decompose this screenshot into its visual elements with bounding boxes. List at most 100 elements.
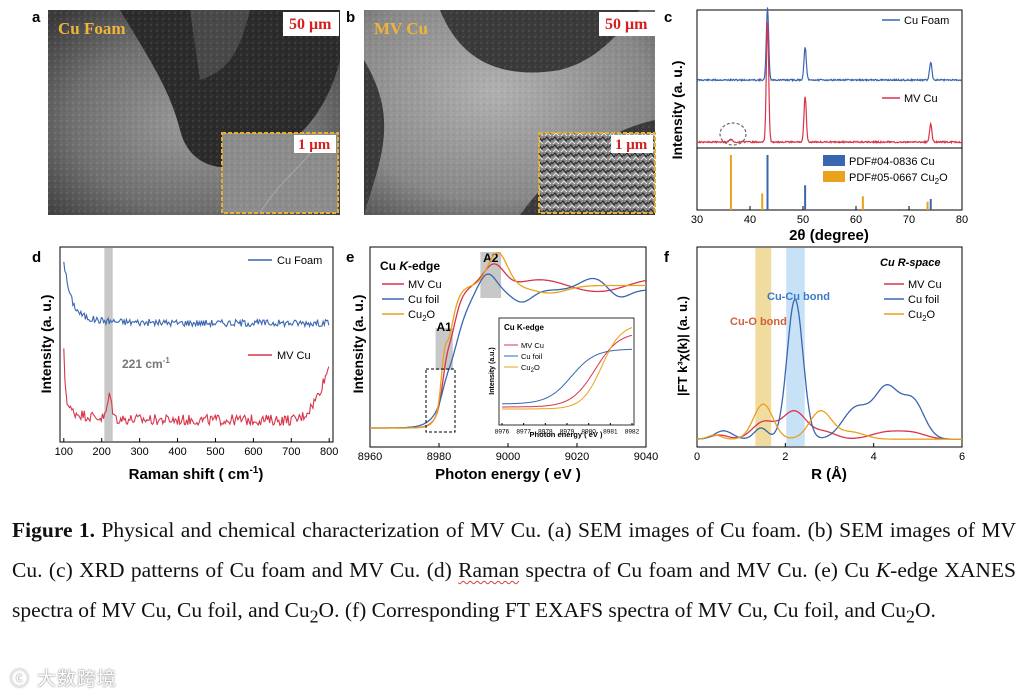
inset-line-cu2o <box>502 327 633 410</box>
legend-label-ref-cu2o: PDF#05-0667 Cu2O <box>849 172 948 186</box>
caption-raman: Raman <box>458 558 520 582</box>
xaxis-d-tick-label: 100 <box>55 446 73 458</box>
exafs-line-cu-foil <box>697 298 962 440</box>
panel-letter-a: a <box>32 9 41 26</box>
xaxis-c-tick-label: 70 <box>903 214 915 226</box>
inset-xaxis-tick-label: 8978 <box>538 429 553 436</box>
caption-sub-2: 2 <box>906 606 915 627</box>
xaxis-c-tick-label: 60 <box>850 214 862 226</box>
xaxis-c-tick-label: 50 <box>797 214 809 226</box>
sem-label-a: Cu Foam <box>58 19 126 38</box>
title-e: Cu K-edge <box>380 259 440 273</box>
figure-caption: Figure 1. Physical and chemical characte… <box>12 510 1016 636</box>
xlabel-e: Photon energy ( eV ) <box>435 466 581 483</box>
ylabel-d: Intensity (a. u.) <box>38 295 54 394</box>
inset-xaxis-tick-label: 8977 <box>516 429 531 436</box>
exafs-curves <box>696 298 962 440</box>
watermark: ⓒ 大数跨境 <box>10 668 118 690</box>
inset-line-cu-foil <box>502 348 633 405</box>
inset-ylabel-e: Intensity (a.u.) <box>489 347 496 394</box>
panel-letter-c: c <box>664 9 672 26</box>
xrd-curves <box>696 7 963 145</box>
legend-label-f-mv-cu: MV Cu <box>908 279 942 291</box>
legend-swatch-ref-cu <box>823 155 845 166</box>
scalebar-a: 50 μm <box>289 16 332 33</box>
legend-label-mv-cu: MV Cu <box>904 93 938 105</box>
xaxis-d-tick-label: 400 <box>168 446 186 458</box>
xaxis-d-tick-label: 700 <box>282 446 300 458</box>
legend-swatch-ref-cu2o <box>823 171 845 182</box>
x-ticks-c: 30 40 50 60 70 80 <box>691 206 968 226</box>
xaxis-c-tick-label: 80 <box>956 214 968 226</box>
xrd-line-cu-foam <box>696 7 963 83</box>
title-f: Cu R-space <box>880 257 941 269</box>
x-ticks-d: 100 200 300 400 500 600 700 800 <box>55 438 338 458</box>
caption-sub-1: 2 <box>309 606 319 627</box>
inset-ticks: 8976 8977 8978 8979 8980 8981 8982 <box>495 423 640 436</box>
legend-label-e-mv-cu: MV Cu <box>408 279 442 291</box>
xaxis-f-tick-label: 4 <box>871 451 877 463</box>
x-ticks-f: 0 2 4 6 <box>694 443 965 463</box>
inset-legend-mv: MV Cu <box>521 341 544 350</box>
xaxis-d-tick-label: 200 <box>93 446 111 458</box>
legend-label-f-cu2o: Cu2O <box>908 309 936 323</box>
xaxis-e-tick-label: 9000 <box>496 451 520 463</box>
legend-label-cu-foam: Cu Foam <box>904 15 949 27</box>
panel-a: a Cu Foam 50 μm 1 μm <box>32 9 340 215</box>
inset-xaxis-tick-label: 8981 <box>603 429 618 436</box>
figure-panels: a Cu Foam 50 μm 1 μm b MV Cu 50 μm 1 μm … <box>32 7 968 483</box>
xaxis-e-tick-label: 9040 <box>634 451 658 463</box>
xaxis-d-tick-label: 600 <box>244 446 262 458</box>
inset-scale-box-a <box>294 135 336 153</box>
legend-label-e-cu2o: Cu2O <box>408 309 436 323</box>
ylabel-e: Intensity (a. u.) <box>350 295 366 394</box>
caption-text-1: Physical and chemical characterization o… <box>12 518 1016 582</box>
xaxis-e-tick-label: 8960 <box>358 451 382 463</box>
inset-xaxis-tick-label: 8980 <box>581 429 596 436</box>
xaxis-d-tick-label: 300 <box>130 446 148 458</box>
ylabel-c: Intensity (a. u.) <box>669 61 685 160</box>
zoom-box-e <box>425 368 456 433</box>
caption-text-4: O. (f) Corresponding FT EXAFS spectra of… <box>318 598 906 622</box>
xaxis-f-tick-label: 6 <box>959 451 965 463</box>
caption-text-3: -edge XANES spectra of MV Cu, Cu foil, a… <box>12 558 1016 622</box>
panel-letter-e: e <box>346 249 354 266</box>
panel-f: f Cu-Cu bond Cu-O bond Cu R-space MV Cu … <box>664 246 965 483</box>
xaxis-c-tick-label: 30 <box>691 214 703 226</box>
panel-letter-f: f <box>664 249 670 266</box>
inset-legend-foil: Cu foil <box>521 352 543 361</box>
legend-label-f-cu-foil: Cu foil <box>908 294 939 306</box>
raman-band-221 <box>104 248 113 441</box>
caption-k: K <box>875 558 891 582</box>
xaxis-d-tick-label: 800 <box>320 446 338 458</box>
panel-c: c Cu Foam MV Cu PDF#04-0836 Cu PDF#05-06… <box>664 7 968 244</box>
inset-xaxis-tick-label: 8979 <box>560 429 575 436</box>
legend-label-e-cu-foil: Cu foil <box>408 294 439 306</box>
inset-scale-b: 1 μm <box>615 137 648 153</box>
inset-scale-box-b <box>611 135 653 153</box>
exafs-band-cu-cu <box>786 248 805 446</box>
inset-xlabel-e: Photon energy ( eV ) <box>530 430 603 439</box>
plot-frame-d <box>59 246 334 443</box>
inset-curves <box>502 327 633 410</box>
inset-xaxis-tick-label: 8982 <box>625 429 640 436</box>
sem-label-b: MV Cu <box>374 19 428 38</box>
xaxis-f-tick-label: 2 <box>782 451 788 463</box>
caption-text-5: O. <box>914 598 936 622</box>
panel-d: d Cu Foam MV Cu 221 cm-1 100 200 300 400 500… <box>32 246 338 483</box>
xrd-line-mv-cu <box>696 21 962 145</box>
inset-title-e: Cu K-edge <box>504 323 545 332</box>
raman-curves <box>63 261 330 427</box>
annotation-221: 221 cm-1 <box>122 356 170 371</box>
x-ticks-e: 8960 8980 9000 9020 9040 <box>358 443 658 463</box>
panel-letter-d: d <box>32 249 41 266</box>
exafs-line-cu2o <box>696 403 962 440</box>
label-cu-cu-bond: Cu-Cu bond <box>767 291 830 303</box>
panel-e: e A1 A2 Cu K-edge MV Cu Cu foil Cu2O Cu … <box>346 246 658 483</box>
caption-figure-label: Figure 1. <box>12 518 96 542</box>
plot-frame-f <box>696 246 963 448</box>
xanes-line-cu2o <box>370 251 646 429</box>
caption-text-2: spectra of Cu foam and MV Cu. (e) Cu <box>519 558 876 582</box>
xlabel-c: 2θ (degree) <box>789 227 869 244</box>
xaxis-c-tick-label: 40 <box>744 214 756 226</box>
